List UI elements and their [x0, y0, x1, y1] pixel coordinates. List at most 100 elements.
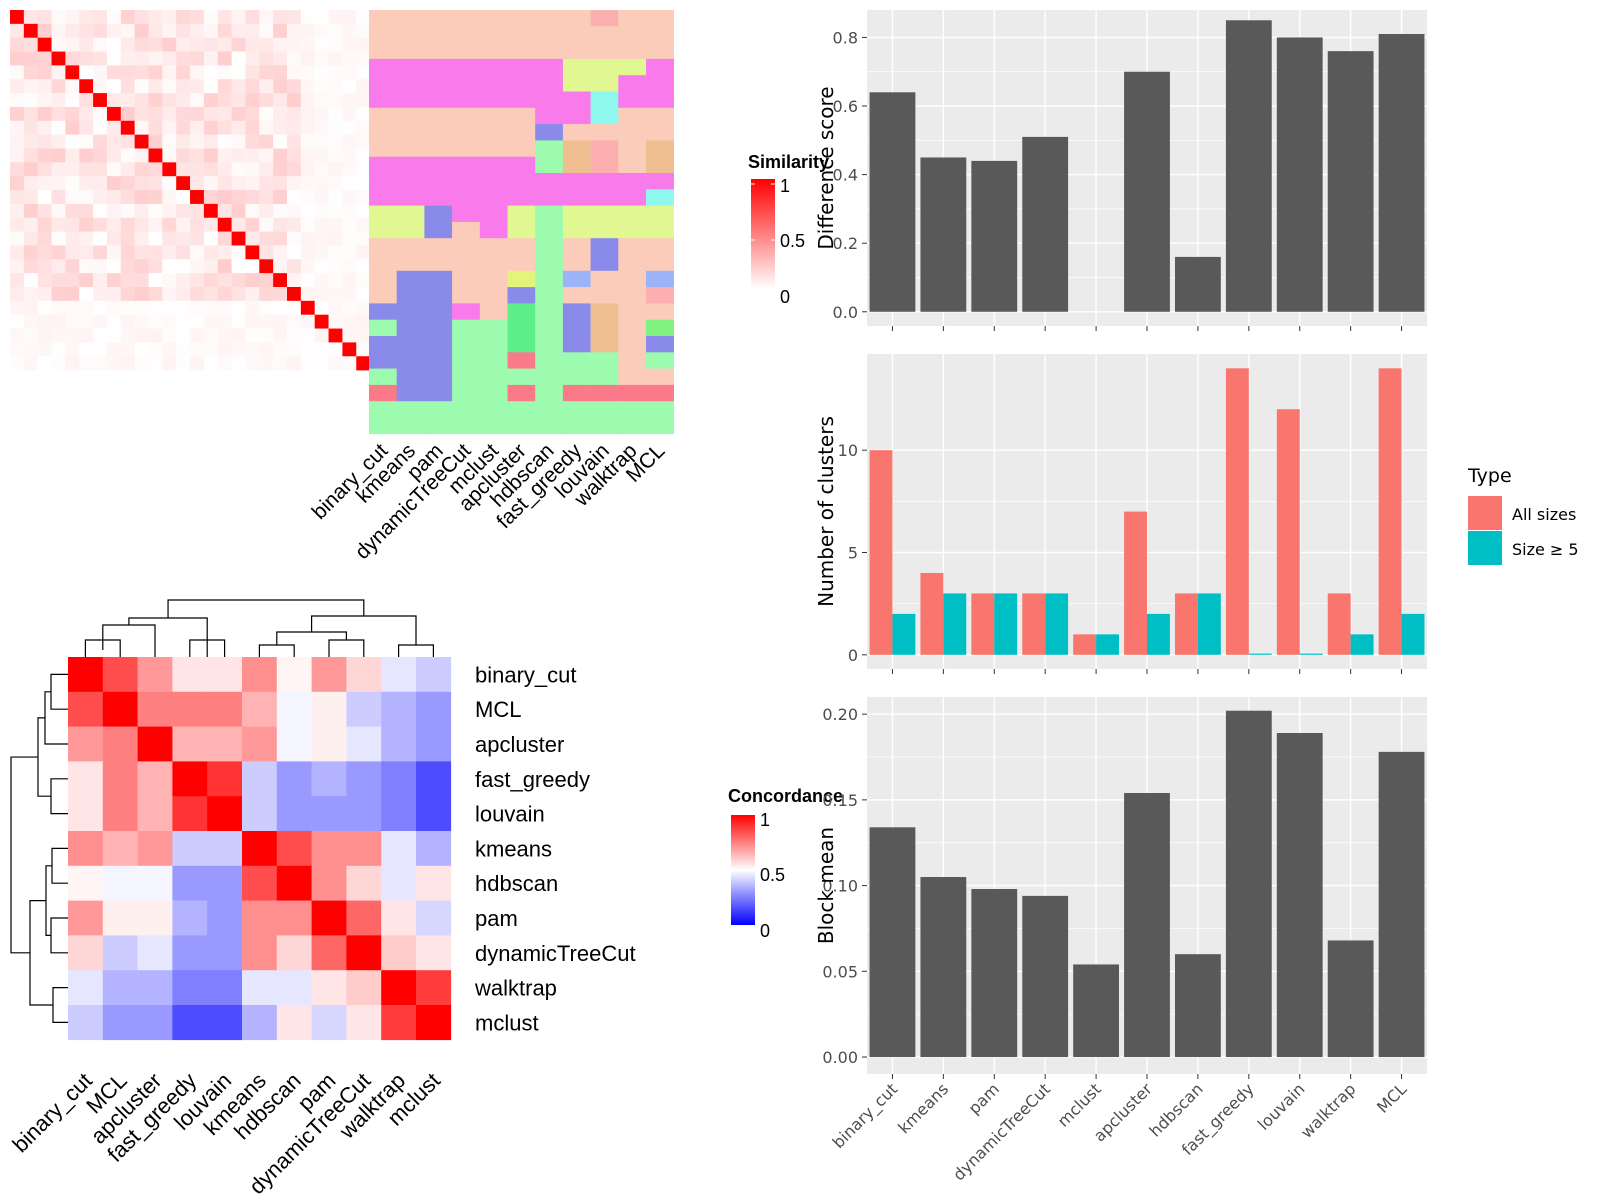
similarity-cell — [37, 93, 52, 108]
assignment-cell — [646, 156, 674, 174]
similarity-cell — [106, 203, 122, 219]
similarity-cell — [23, 328, 38, 343]
similarity-cell — [287, 23, 302, 38]
assignment-cell — [507, 401, 536, 418]
bar-all-sizes — [1225, 368, 1249, 655]
bar — [869, 827, 916, 1058]
similarity-cell — [37, 106, 52, 122]
assignment-cell — [369, 368, 397, 386]
concordance-row-label: pam — [475, 906, 518, 931]
similarity-cell — [162, 203, 177, 219]
assignment-cell — [369, 26, 397, 43]
assignment-cell — [424, 384, 453, 402]
assignment-cell — [646, 384, 674, 402]
similarity-cell — [79, 314, 94, 329]
similarity-cell — [259, 314, 274, 329]
assignment-cell — [535, 384, 564, 402]
concordance-cell — [172, 761, 208, 797]
similarity-cell — [23, 217, 38, 232]
similarity-cell — [134, 300, 149, 315]
assignment-cell — [507, 319, 536, 337]
assignment-cell — [452, 156, 481, 174]
similarity-cell — [217, 134, 232, 149]
similarity-cell — [65, 356, 80, 371]
similarity-cell — [134, 190, 149, 205]
similarity-cell — [245, 176, 260, 191]
assignment-cell — [562, 140, 591, 157]
similarity-cell — [190, 10, 205, 25]
similarity-cell — [231, 79, 246, 94]
similarity-cell — [217, 120, 232, 135]
concordance-cell — [68, 726, 104, 762]
similarity-cell — [287, 287, 302, 302]
assignment-cell — [618, 238, 647, 255]
similarity-cell — [120, 79, 135, 94]
similarity-cell — [287, 79, 302, 94]
similarity-cell — [259, 93, 274, 108]
similarity-cell — [37, 300, 52, 315]
similarity-cell — [203, 93, 219, 108]
similarity-cell — [342, 356, 357, 371]
bar-all-sizes — [971, 593, 995, 655]
concordance-cell — [242, 865, 278, 901]
assignment-cell — [646, 303, 674, 320]
similarity-cell — [93, 23, 108, 38]
assignment-cell — [369, 417, 397, 435]
assignment-cell — [646, 287, 674, 304]
assignment-cell — [618, 173, 647, 190]
concordance-cell — [346, 970, 382, 1006]
assignment-cell — [562, 270, 591, 288]
similarity-cell — [106, 162, 122, 177]
similarity-cell — [328, 231, 343, 246]
assignment-cell — [618, 205, 647, 223]
concordance-cell — [346, 726, 382, 762]
similarity-cell — [51, 148, 66, 163]
bar — [971, 160, 1018, 312]
assignment-cell — [479, 270, 508, 288]
similarity-cell — [356, 328, 371, 343]
similarity-cell — [245, 79, 260, 94]
similarity-cell — [120, 106, 135, 122]
assignment-cell — [424, 42, 453, 60]
concordance-cell — [276, 691, 312, 727]
assignment-cell — [535, 140, 564, 157]
bar — [1378, 751, 1425, 1058]
assignment-cell — [424, 303, 453, 320]
similarity-cell — [342, 10, 357, 25]
concordance-row-label: walktrap — [474, 976, 557, 1001]
row-dendrogram-branch — [44, 691, 68, 745]
similarity-cell — [300, 106, 315, 122]
similarity-cell — [93, 231, 108, 246]
bar-size-5 — [1248, 653, 1272, 655]
assignment-cell — [396, 336, 425, 353]
bar — [1378, 34, 1425, 312]
similarity-cell — [162, 93, 177, 108]
similarity-cell — [259, 259, 274, 274]
similarity-cell — [356, 217, 371, 232]
similarity-cell — [162, 10, 177, 25]
concordance-cell — [172, 865, 208, 901]
assignment-cell — [646, 107, 674, 125]
assignment-cell — [396, 352, 425, 369]
concordance-row-label: dynamicTreeCut — [475, 941, 636, 966]
similarity-cell — [65, 190, 80, 205]
assignment-cell — [424, 254, 453, 272]
assignment-cell — [535, 303, 564, 320]
similarity-cell — [314, 328, 329, 343]
concordance-cell — [276, 761, 312, 797]
similarity-cell — [314, 287, 329, 302]
assignment-cell — [590, 10, 619, 27]
bar — [1225, 710, 1272, 1058]
assignment-cell — [535, 10, 564, 27]
concordance-cell — [276, 796, 312, 832]
similarity-cell — [10, 190, 25, 205]
similarity-cell — [134, 203, 149, 219]
x-tick-label: walktrap — [1297, 1079, 1360, 1142]
assignment-cell — [562, 417, 591, 435]
similarity-cell — [148, 245, 163, 260]
concordance-cell — [68, 865, 104, 901]
similarity-cell — [203, 23, 219, 38]
similarity-cell — [65, 51, 80, 66]
similarity-cell — [51, 51, 66, 66]
concordance-cell — [172, 1005, 208, 1041]
